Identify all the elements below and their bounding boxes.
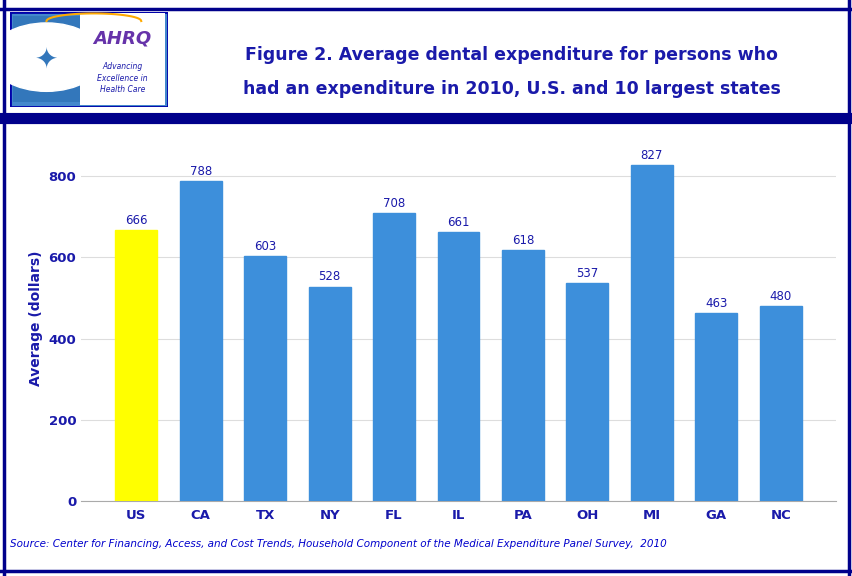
Bar: [308, 286, 350, 501]
Text: 708: 708: [383, 197, 405, 210]
Text: 463: 463: [705, 297, 727, 310]
Text: 603: 603: [254, 240, 276, 253]
Bar: [694, 313, 736, 501]
Text: 480: 480: [769, 290, 791, 303]
Bar: [437, 233, 479, 501]
Text: Figure 2. Average dental expenditure for persons who: Figure 2. Average dental expenditure for…: [245, 46, 777, 64]
Text: 537: 537: [576, 267, 598, 279]
Circle shape: [0, 23, 103, 92]
Text: 661: 661: [446, 216, 469, 229]
Text: 666: 666: [125, 214, 147, 227]
Text: AHRQ: AHRQ: [93, 29, 151, 47]
Bar: [79, 13, 164, 105]
Text: 528: 528: [318, 270, 340, 283]
Bar: [14, 16, 79, 102]
Bar: [566, 283, 607, 501]
Text: 827: 827: [640, 149, 662, 162]
Text: Source: Center for Financing, Access, and Cost Trends, Household Component of th: Source: Center for Financing, Access, an…: [10, 539, 666, 550]
Bar: [759, 306, 801, 501]
Text: Advancing: Advancing: [102, 62, 142, 71]
Bar: [501, 250, 544, 501]
Text: had an expenditure in 2010, U.S. and 10 largest states: had an expenditure in 2010, U.S. and 10 …: [243, 80, 780, 98]
Y-axis label: Average (dollars): Average (dollars): [29, 251, 43, 386]
Text: 618: 618: [511, 234, 533, 247]
Text: Excellence in: Excellence in: [97, 74, 147, 82]
Text: 788: 788: [189, 165, 211, 177]
Bar: [180, 181, 222, 501]
Text: ✦: ✦: [35, 45, 58, 73]
Bar: [372, 213, 415, 501]
Bar: [115, 230, 157, 501]
Bar: [630, 165, 672, 501]
Text: Health Care: Health Care: [100, 85, 145, 94]
FancyBboxPatch shape: [10, 12, 168, 107]
Bar: [244, 256, 285, 501]
